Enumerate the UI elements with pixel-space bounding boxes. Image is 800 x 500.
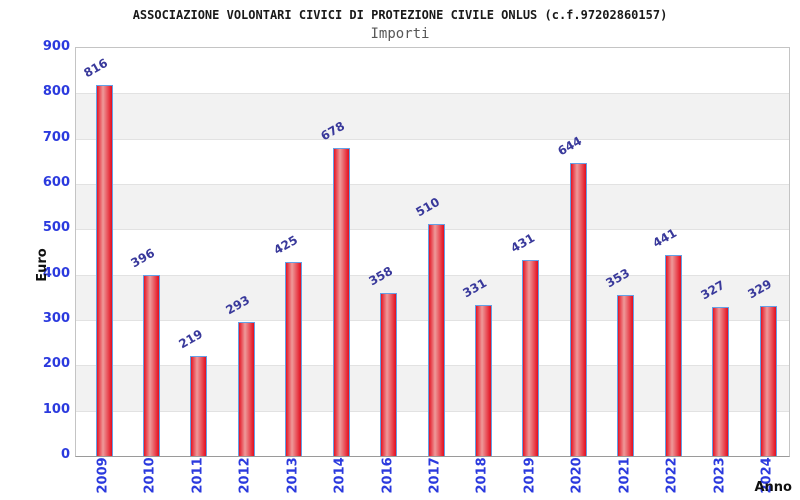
y-tick-label: 0 <box>60 447 70 462</box>
bar-2024 <box>759 305 777 456</box>
plot-band <box>76 138 789 184</box>
x-tick-label-2009: 2009 <box>95 457 111 494</box>
x-tick-label-2012: 2012 <box>237 457 253 494</box>
y-tick-label: 600 <box>42 175 70 190</box>
bar-2017 <box>427 223 445 456</box>
y-tick-label: 700 <box>42 129 70 145</box>
x-tick-label-2010: 2010 <box>142 457 158 494</box>
y-tick-label: 400 <box>42 265 70 281</box>
x-tick-label-2019: 2019 <box>522 457 538 494</box>
bar-2014 <box>332 147 350 456</box>
plot-band <box>76 184 789 230</box>
bar-2023 <box>712 306 730 456</box>
y-tick-label: 900 <box>42 39 70 54</box>
plot-band <box>76 93 789 139</box>
x-tick-label-2013: 2013 <box>285 457 301 494</box>
plot-band <box>76 48 789 94</box>
bar-2019 <box>522 259 540 456</box>
x-tick-label-2021: 2021 <box>617 457 633 494</box>
y-tick-label: 200 <box>42 356 70 372</box>
bar-2018 <box>474 304 492 456</box>
bar-2021 <box>617 294 635 456</box>
y-axis-title: Euro <box>35 248 50 282</box>
y-tick-label: 300 <box>42 311 70 326</box>
x-tick-label-2022: 2022 <box>664 457 680 494</box>
y-tick-label: 800 <box>42 84 70 100</box>
x-axis-title: Anno <box>754 480 792 495</box>
x-tick-label-2020: 2020 <box>569 457 585 494</box>
y-tick-label: 500 <box>42 220 70 236</box>
x-tick-label-2016: 2016 <box>380 457 396 494</box>
bar-2009 <box>95 85 113 456</box>
gridline <box>76 93 789 95</box>
bar-2022 <box>664 255 682 456</box>
x-tick-label-2017: 2017 <box>427 457 443 494</box>
gridline <box>76 138 789 140</box>
x-tick-label-2023: 2023 <box>712 457 728 494</box>
chart-subtitle: Importi <box>370 26 430 42</box>
plot-area: 816 396 219 293 425 678 358 510 331 431 644 353 441 3… <box>75 47 790 457</box>
chart-title: ASSOCIAZIONE VOLONTARI CIVICI DI PROTEZI… <box>132 8 668 22</box>
y-tick-label: 100 <box>42 401 70 417</box>
x-tick-label-2018: 2018 <box>474 457 490 494</box>
bar-2011 <box>190 355 208 456</box>
x-tick-label-2011: 2011 <box>190 457 206 494</box>
bar-2012 <box>237 322 255 456</box>
bar-2020 <box>569 163 587 456</box>
bar-2013 <box>285 262 303 456</box>
bar-2016 <box>380 292 398 456</box>
gridline <box>76 184 789 185</box>
x-tick-label-2014: 2014 <box>332 457 348 494</box>
bar-2010 <box>142 275 160 456</box>
